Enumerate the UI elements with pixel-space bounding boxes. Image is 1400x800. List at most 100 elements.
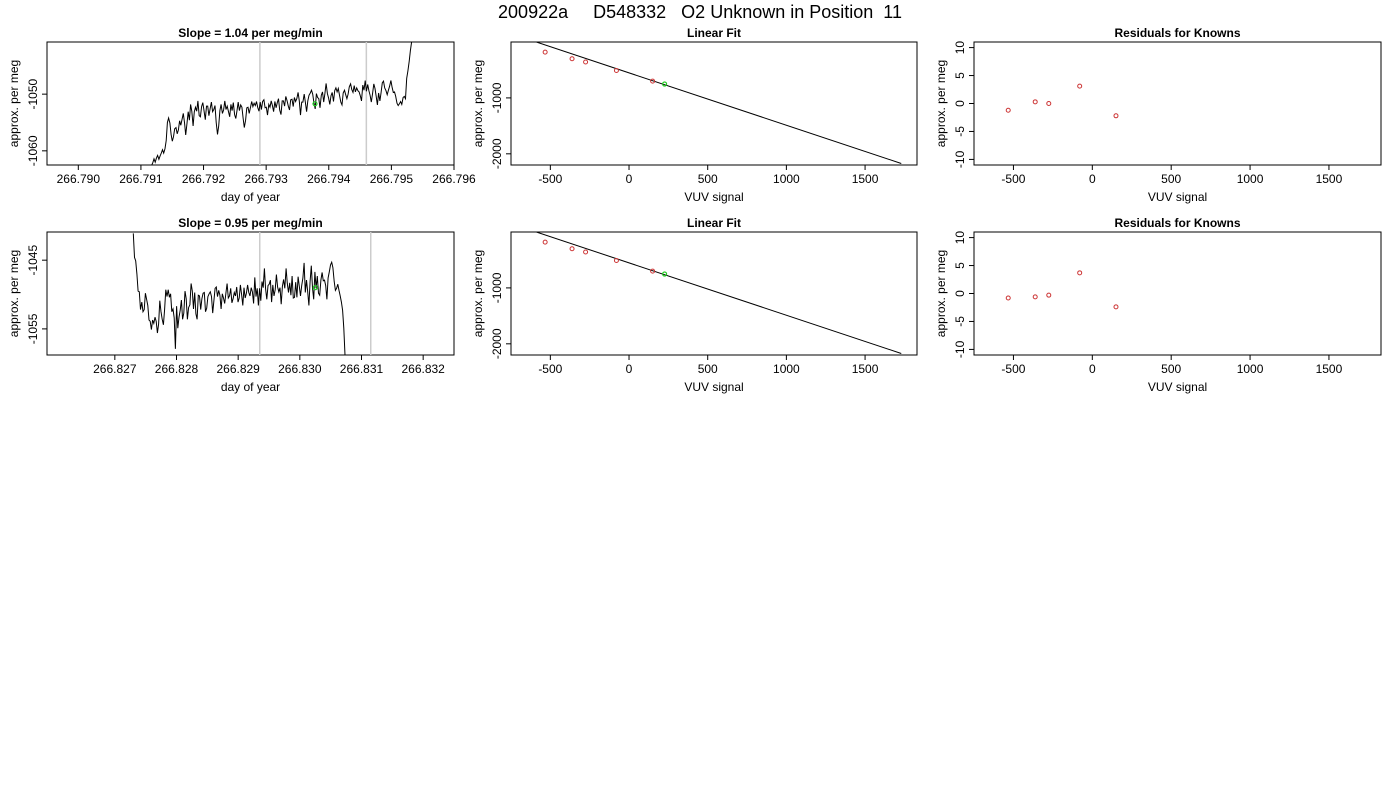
plot-area [534, 232, 902, 354]
x-tick-label: 266.791 [119, 172, 163, 186]
y-axis-label: approx. per meg [471, 60, 485, 147]
fit-line [534, 232, 902, 354]
known-point [583, 59, 589, 65]
y-tick-label: -10 [953, 150, 967, 168]
x-axis-label: VUV signal [1148, 190, 1207, 204]
x-tick-label: 266.792 [182, 172, 226, 186]
plot-area [1005, 270, 1119, 310]
known-point [542, 239, 548, 245]
plot-frame [46, 41, 455, 166]
x-tick-label: 500 [698, 362, 718, 376]
known-point [650, 268, 656, 274]
chart-panel-1: Slope = 1.04 per meg/min 266.790 266.791 26… [7, 26, 476, 204]
x-tick-label: 266.830 [278, 362, 322, 376]
unknown-point [661, 271, 668, 277]
y-tick-label: -5 [953, 316, 967, 327]
x-tick-label: 266.795 [370, 172, 414, 186]
y-tick-label: -10 [953, 340, 967, 358]
x-tick-label: 500 [1161, 362, 1181, 376]
y-axis-label: approx. per meg [471, 250, 485, 337]
known-point [1113, 304, 1119, 310]
y-tick-label: -2000 [490, 138, 504, 169]
plot-area [151, 42, 413, 165]
chart-title: Slope = 0.95 per meg/min [178, 216, 322, 230]
y-tick-label: -1055 [26, 313, 40, 344]
known-point [1077, 270, 1083, 276]
known-point [1005, 295, 1011, 301]
y-tick-label: 5 [953, 72, 967, 79]
y-tick-label: 10 [953, 231, 967, 245]
y-tick-label: -2000 [490, 328, 504, 359]
series-line [151, 42, 413, 165]
chart-panel-5: Linear Fit -500 0 500 1000 1500 -2000 -1000 VUV … [471, 216, 918, 394]
known-point [1005, 107, 1011, 113]
y-axis-label: approx. per meg [7, 60, 21, 147]
x-tick-label: 266.829 [216, 362, 260, 376]
x-axis-label: VUV signal [1148, 380, 1207, 394]
x-tick-label: 266.793 [244, 172, 288, 186]
y-tick-label: -1000 [490, 272, 504, 303]
y-tick-label: 5 [953, 262, 967, 269]
x-tick-label: 266.827 [93, 362, 137, 376]
chart-panel-6: Residuals for Knowns -500 0 500 1000 1500 -10 -… [934, 216, 1382, 394]
y-tick-label: -1045 [26, 245, 40, 276]
series-line [132, 233, 346, 355]
plot-area [1005, 83, 1119, 119]
chart-title: Linear Fit [687, 26, 741, 40]
chart-title: Linear Fit [687, 216, 741, 230]
x-tick-label: 1000 [773, 172, 800, 186]
x-tick-label: 1500 [852, 362, 879, 376]
chart-title: Residuals for Knowns [1114, 216, 1240, 230]
x-tick-label: 1500 [1316, 362, 1343, 376]
known-point [569, 56, 575, 62]
known-point [583, 249, 589, 255]
y-axis-label: approx. per meg [934, 60, 948, 147]
known-point [1077, 83, 1083, 89]
unknown-point [661, 81, 668, 87]
x-tick-label: 266.832 [401, 362, 445, 376]
y-tick-label: 0 [953, 100, 967, 107]
known-point [613, 257, 619, 263]
x-tick-label: -500 [538, 362, 562, 376]
plot-area [132, 232, 372, 355]
known-point [542, 49, 548, 55]
x-tick-label: 266.831 [340, 362, 384, 376]
known-point [650, 78, 656, 84]
known-point [1113, 113, 1119, 119]
known-point [613, 67, 619, 73]
unknown-point [312, 285, 318, 291]
x-axis-label: day of year [221, 190, 280, 204]
x-tick-label: 1000 [773, 362, 800, 376]
x-axis-label: VUV signal [684, 380, 743, 394]
y-tick-label: 0 [953, 290, 967, 297]
chart-panel-3: Residuals for Knowns -500 0 500 1000 1500 -10 -… [934, 26, 1382, 204]
chart-panel-4: Slope = 0.95 per meg/min 266.827 266.828 26… [7, 216, 455, 394]
fit-line [534, 42, 902, 164]
plot-frame [510, 231, 918, 356]
y-tick-label: -1060 [26, 135, 40, 166]
x-axis-label: VUV signal [684, 190, 743, 204]
known-point [1046, 101, 1052, 106]
x-tick-label: 0 [626, 362, 633, 376]
x-tick-label: 266.796 [432, 172, 476, 186]
x-tick-label: -500 [1001, 172, 1025, 186]
plot-frame [973, 231, 1382, 356]
plot-area [534, 42, 902, 164]
y-axis-label: approx. per meg [7, 250, 21, 337]
plot-frame [510, 41, 918, 166]
chart-title: Residuals for Knowns [1114, 26, 1240, 40]
x-tick-label: 0 [1089, 172, 1096, 186]
x-tick-label: 1500 [852, 172, 879, 186]
y-tick-label: -1050 [26, 78, 40, 109]
x-tick-label: 0 [626, 172, 633, 186]
plot-frame [46, 231, 455, 356]
chart-title: Slope = 1.04 per meg/min [178, 26, 322, 40]
y-axis-label: approx. per meg [934, 250, 948, 337]
y-tick-label: -5 [953, 126, 967, 137]
unknown-point [312, 101, 318, 107]
x-axis-label: day of year [221, 380, 280, 394]
known-point [1032, 99, 1038, 105]
x-tick-label: -500 [1001, 362, 1025, 376]
chart-panel-2: Linear Fit -500 0 500 1000 1500 -2000 -1000 VUV … [471, 26, 918, 204]
